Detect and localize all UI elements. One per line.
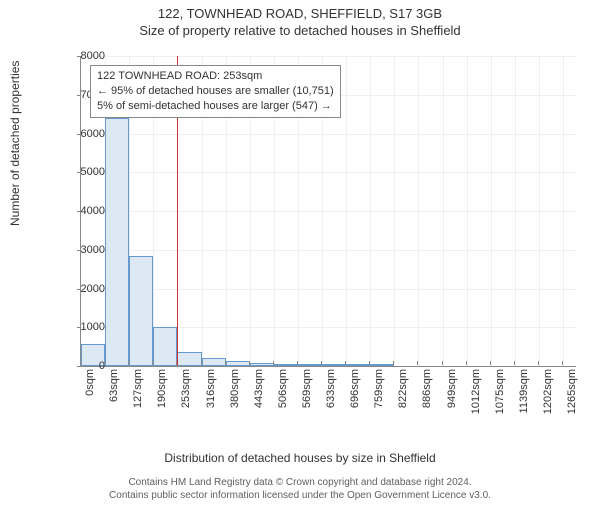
xtick-label: 380sqm xyxy=(229,369,241,408)
ytick-label: 5000 xyxy=(65,166,105,178)
xtick-mark xyxy=(176,361,177,365)
xtick-label: 0sqm xyxy=(84,369,96,396)
gridline-h xyxy=(81,250,576,251)
histogram-bar xyxy=(346,364,370,366)
annotation-line: 5% of semi-detached houses are larger (5… xyxy=(97,99,334,114)
gridline-v xyxy=(563,56,564,366)
xtick-label: 253sqm xyxy=(180,369,192,408)
gridline-v xyxy=(346,56,347,366)
gridline-h xyxy=(81,211,576,212)
xtick-label: 190sqm xyxy=(156,369,168,408)
xtick-label: 1265sqm xyxy=(566,369,578,414)
gridline-v xyxy=(394,56,395,366)
gridline-v xyxy=(491,56,492,366)
histogram-bar xyxy=(202,358,226,366)
gridline-h xyxy=(81,56,576,57)
x-axis-label: Distribution of detached houses by size … xyxy=(0,451,600,465)
ytick-label: 4000 xyxy=(65,205,105,217)
footer-attribution: Contains HM Land Registry data © Crown c… xyxy=(0,476,600,502)
xtick-mark xyxy=(80,361,81,365)
xtick-mark xyxy=(321,361,322,365)
ytick-label: 1000 xyxy=(65,321,105,333)
y-axis-label: Number of detached properties xyxy=(8,61,22,226)
xtick-label: 949sqm xyxy=(446,369,458,408)
histogram-bar xyxy=(298,364,322,366)
xtick-label: 1139sqm xyxy=(518,369,530,413)
xtick-mark xyxy=(514,361,515,365)
ytick-label: 2000 xyxy=(65,283,105,295)
xtick-label: 1202sqm xyxy=(542,369,554,414)
xtick-mark xyxy=(104,361,105,365)
chart-area: 122 TOWNHEAD ROAD: 253sqm← 95% of detach… xyxy=(55,51,580,396)
gridline-h xyxy=(81,289,576,290)
annotation-box: 122 TOWNHEAD ROAD: 253sqm← 95% of detach… xyxy=(90,65,341,118)
xtick-label: 1012sqm xyxy=(470,369,482,414)
histogram-bar xyxy=(250,363,274,366)
xtick-label: 886sqm xyxy=(421,369,433,408)
xtick-mark xyxy=(538,361,539,365)
gridline-v xyxy=(467,56,468,366)
xtick-mark xyxy=(369,361,370,365)
histogram-bar xyxy=(177,352,201,366)
xtick-mark xyxy=(562,361,563,365)
xtick-label: 569sqm xyxy=(301,369,313,408)
xtick-label: 822sqm xyxy=(397,369,409,408)
xtick-label: 506sqm xyxy=(277,369,289,408)
xtick-label: 443sqm xyxy=(253,369,265,408)
xtick-mark xyxy=(152,361,153,365)
gridline-v xyxy=(418,56,419,366)
footer-line-2: Contains public sector information licen… xyxy=(0,489,600,502)
xtick-mark xyxy=(128,361,129,365)
gridline-v xyxy=(370,56,371,366)
xtick-mark xyxy=(201,361,202,365)
xtick-label: 633sqm xyxy=(325,369,337,408)
gridline-h xyxy=(81,172,576,173)
xtick-mark xyxy=(393,361,394,365)
ytick-label: 8000 xyxy=(65,50,105,62)
xtick-mark xyxy=(345,361,346,365)
xtick-mark xyxy=(225,361,226,365)
xtick-mark xyxy=(249,361,250,365)
xtick-label: 316sqm xyxy=(205,369,217,408)
footer-line-1: Contains HM Land Registry data © Crown c… xyxy=(0,476,600,489)
xtick-label: 1075sqm xyxy=(494,369,506,414)
xtick-label: 759sqm xyxy=(373,369,385,408)
xtick-mark xyxy=(442,361,443,365)
histogram-bar xyxy=(370,364,394,366)
histogram-bar xyxy=(226,361,250,366)
histogram-bar xyxy=(129,256,153,366)
gridline-v xyxy=(539,56,540,366)
histogram-bar xyxy=(274,364,298,366)
xtick-mark xyxy=(466,361,467,365)
chart-title-sub: Size of property relative to detached ho… xyxy=(0,23,600,38)
ytick-label: 6000 xyxy=(65,128,105,140)
gridline-v xyxy=(443,56,444,366)
annotation-line: 122 TOWNHEAD ROAD: 253sqm xyxy=(97,69,334,84)
histogram-bar xyxy=(322,364,346,366)
gridline-v xyxy=(515,56,516,366)
gridline-h xyxy=(81,134,576,135)
xtick-mark xyxy=(490,361,491,365)
histogram-bar xyxy=(153,327,177,366)
xtick-mark xyxy=(273,361,274,365)
ytick-label: 3000 xyxy=(65,244,105,256)
chart-title-main: 122, TOWNHEAD ROAD, SHEFFIELD, S17 3GB xyxy=(0,6,600,21)
xtick-mark xyxy=(297,361,298,365)
annotation-line: ← 95% of detached houses are smaller (10… xyxy=(97,84,334,99)
xtick-label: 696sqm xyxy=(349,369,361,408)
xtick-label: 127sqm xyxy=(132,369,144,408)
xtick-label: 63sqm xyxy=(108,369,120,402)
histogram-bar xyxy=(105,118,129,366)
xtick-mark xyxy=(417,361,418,365)
